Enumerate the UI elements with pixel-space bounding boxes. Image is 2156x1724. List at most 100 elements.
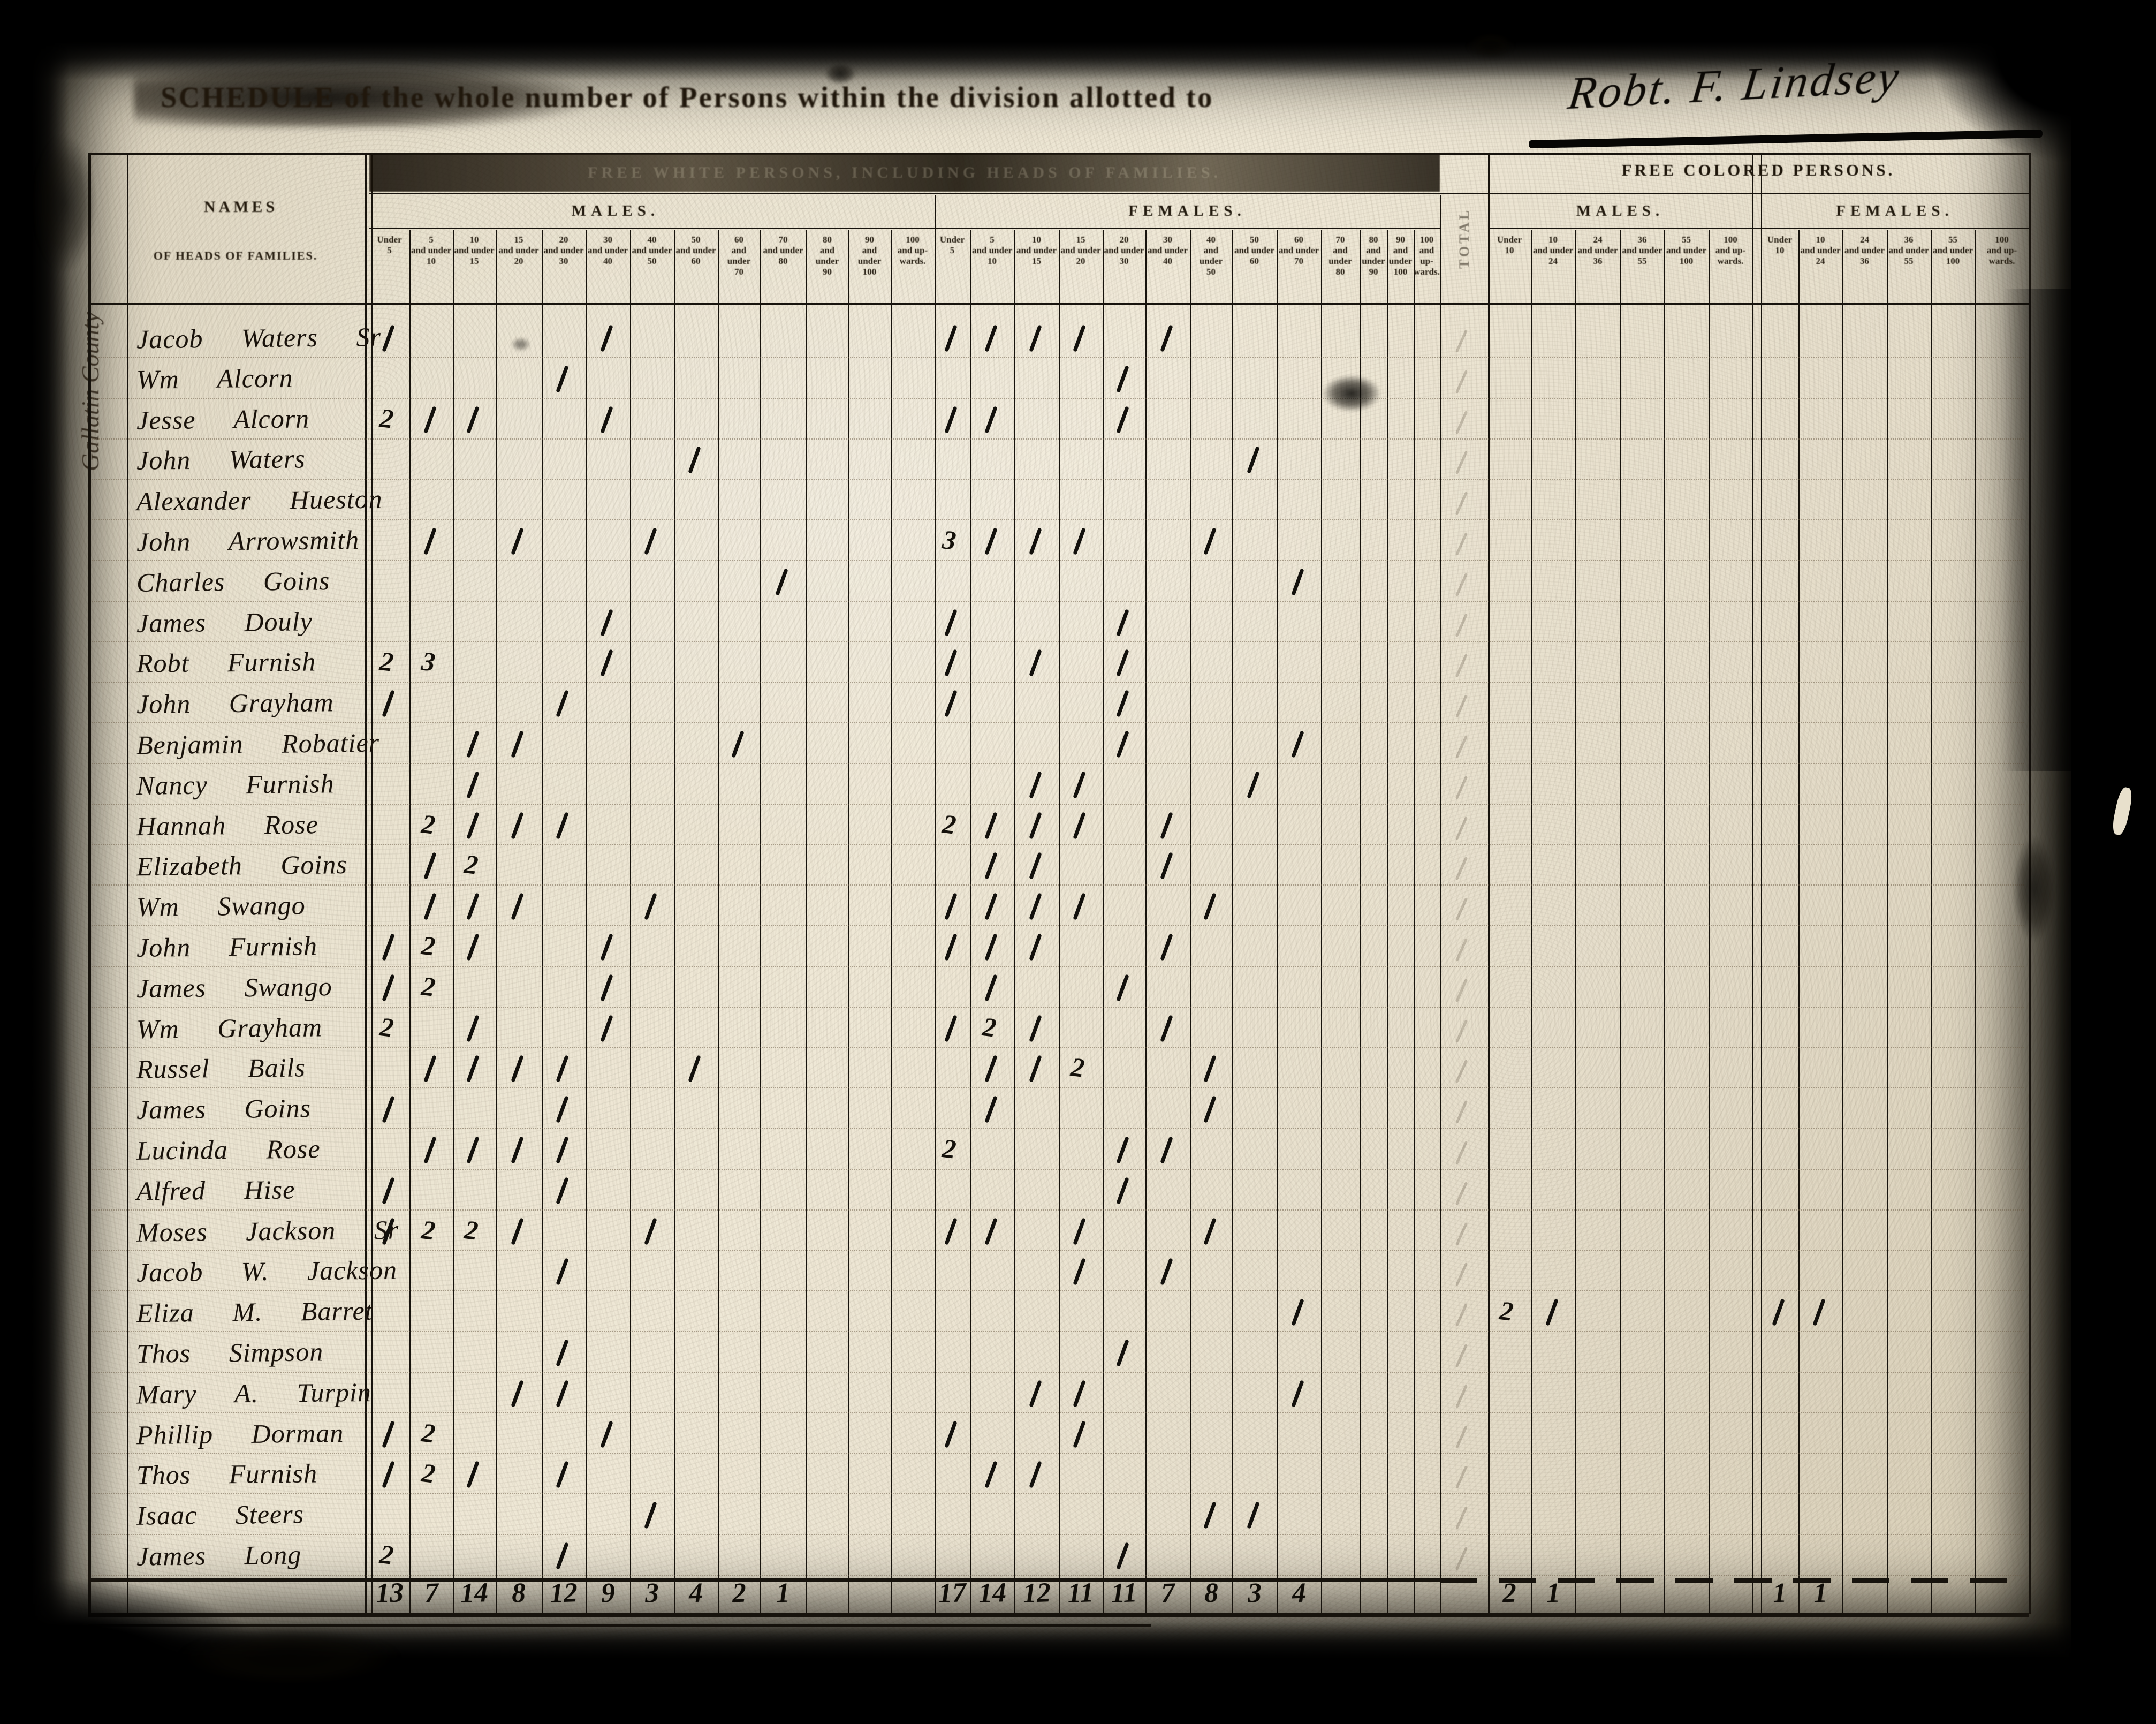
- row-name-head-of-family: Nancy Furnish: [136, 768, 335, 800]
- white-males-total: 12: [549, 1577, 578, 1609]
- colored-females-age-header: 100 and up-wards.: [1986, 235, 2017, 266]
- row-name-head-of-family: James Long: [136, 1539, 302, 1571]
- grid-line: [365, 153, 367, 1614]
- row-name-head-of-family: Lucinda Rose: [136, 1133, 321, 1166]
- row-rule: [92, 1209, 2024, 1211]
- grid-line: [1360, 230, 1361, 1614]
- white-females-age-header: 30 and under 40: [1147, 235, 1188, 266]
- white-females-total: 3: [1247, 1577, 1262, 1609]
- grid-line: [88, 1613, 2029, 1617]
- grid-line: [1190, 230, 1191, 1614]
- white-females-total: 4: [1291, 1577, 1307, 1609]
- row-rule: [92, 1331, 2024, 1333]
- row-rule: [92, 1250, 2024, 1251]
- grid-line: [1664, 230, 1665, 1614]
- grid-line: [88, 1578, 1440, 1582]
- grid-line: [369, 193, 2029, 194]
- row-rule: [92, 1087, 2024, 1089]
- row-name-head-of-family: Thos Simpson: [136, 1336, 324, 1368]
- grid-line: [1931, 230, 1932, 1614]
- grid-line: [409, 230, 411, 1614]
- row-rule: [92, 682, 2024, 683]
- white-females-age-header: 10 and under 15: [1016, 235, 1057, 266]
- colored-males-age-header: Under 10: [1497, 235, 1522, 255]
- row-name-head-of-family: Wm Alcorn: [136, 362, 293, 395]
- row-name-head-of-family: Wm Swango: [136, 890, 306, 922]
- white-males-age-header: 5 and under 10: [411, 235, 452, 266]
- row-name-head-of-family: John Waters: [136, 443, 306, 476]
- colored-males-age-header: 24 and under 36: [1577, 235, 1618, 266]
- row-name-head-of-family: Phillip Dorman: [136, 1417, 344, 1450]
- colored-females-age-header: 10 and under 24: [1800, 235, 1841, 266]
- grid-line: [371, 153, 373, 1614]
- grid-line: [848, 230, 849, 1614]
- white-males-age-header: 15 and under 20: [498, 235, 539, 266]
- white-males-age-header: 50 and under 60: [675, 235, 716, 266]
- white-females-total: 7: [1160, 1577, 1175, 1609]
- grid-line: [1887, 230, 1888, 1614]
- row-name-head-of-family: James Goins: [136, 1093, 312, 1125]
- grid-line: [1531, 230, 1532, 1614]
- row-rule: [92, 397, 2024, 399]
- grid-line: [88, 153, 2029, 155]
- colored-males-age-header: 55 and under 100: [1666, 235, 1707, 266]
- ink-blot: [511, 337, 530, 351]
- grid-line: [630, 230, 631, 1614]
- paper-tear-highlight: [2110, 786, 2135, 836]
- white-males-age-header: 80 and under 90: [815, 235, 839, 277]
- row-name-head-of-family: Jesse Alcorn: [136, 403, 310, 435]
- grid-line: [1761, 153, 1762, 1614]
- colored-females-age-header: 24 and under 36: [1844, 235, 1885, 266]
- grid-line: [1414, 230, 1415, 1614]
- colored-males-age-header: 36 and under 55: [1622, 235, 1662, 266]
- grid-line: [891, 230, 892, 1614]
- row-name-head-of-family: Eliza M. Barret: [136, 1295, 373, 1328]
- colored-females-age-header: 36 and under 55: [1888, 235, 1929, 266]
- row-rule: [92, 1372, 2024, 1373]
- grid-line: [935, 195, 936, 1614]
- grid-line: [760, 230, 761, 1614]
- white-females-age-header: 100 and up-wards.: [1414, 235, 1440, 277]
- ink-blot: [1322, 375, 1381, 412]
- white-females-total: 12: [1022, 1577, 1051, 1609]
- males-label-colored: MALES.: [1576, 202, 1665, 220]
- grid-line: [718, 230, 719, 1614]
- row-name-head-of-family: Elizabeth Goins: [136, 849, 348, 882]
- white-females-age-header: 70 and under 80: [1328, 235, 1352, 277]
- white-females-total: 11: [1110, 1577, 1138, 1609]
- row-rule: [92, 560, 2024, 561]
- row-rule: [92, 1453, 2024, 1454]
- white-females-age-header: 90 and under 100: [1388, 235, 1413, 277]
- white-females-total: 11: [1067, 1577, 1095, 1609]
- grid-line: [1620, 230, 1621, 1614]
- row-rule: [92, 763, 2024, 764]
- grid-line: [1277, 230, 1278, 1614]
- colored-males-age-header: 100 and up-wards.: [1715, 235, 1746, 266]
- row-rule: [92, 844, 2024, 845]
- row-name-head-of-family: Alexander Hueston: [136, 483, 383, 517]
- grid-line: [1752, 153, 1753, 1614]
- white-males-age-header: 10 and under 15: [454, 235, 495, 266]
- grid-line: [1232, 230, 1233, 1614]
- totals-dashed-rule: [1440, 1578, 2029, 1583]
- grid-line: [88, 1624, 1151, 1627]
- row-name-head-of-family: James Swango: [136, 971, 333, 1003]
- grid-line: [88, 303, 2029, 305]
- row-name-head-of-family: Benjamin Robatier: [136, 727, 380, 760]
- row-name-head-of-family: Thos Furnish: [136, 1458, 318, 1491]
- row-name-head-of-family: Isaac Steers: [136, 1499, 305, 1531]
- white-females-age-header: 80 and under 90: [1362, 235, 1385, 277]
- row-name-head-of-family: Hannah Rose: [136, 808, 319, 841]
- row-rule: [92, 438, 2024, 440]
- grid-line: [1842, 230, 1843, 1614]
- row-rule: [92, 884, 2024, 886]
- grid-line: [496, 230, 497, 1614]
- row-rule: [92, 479, 2024, 480]
- white-females-total: 14: [977, 1577, 1007, 1609]
- row-rule: [92, 1575, 2024, 1576]
- grid-line: [1709, 230, 1710, 1614]
- grid-line: [1059, 230, 1060, 1614]
- grid-line: [1488, 153, 1490, 1614]
- white-males-total: 9: [600, 1577, 616, 1609]
